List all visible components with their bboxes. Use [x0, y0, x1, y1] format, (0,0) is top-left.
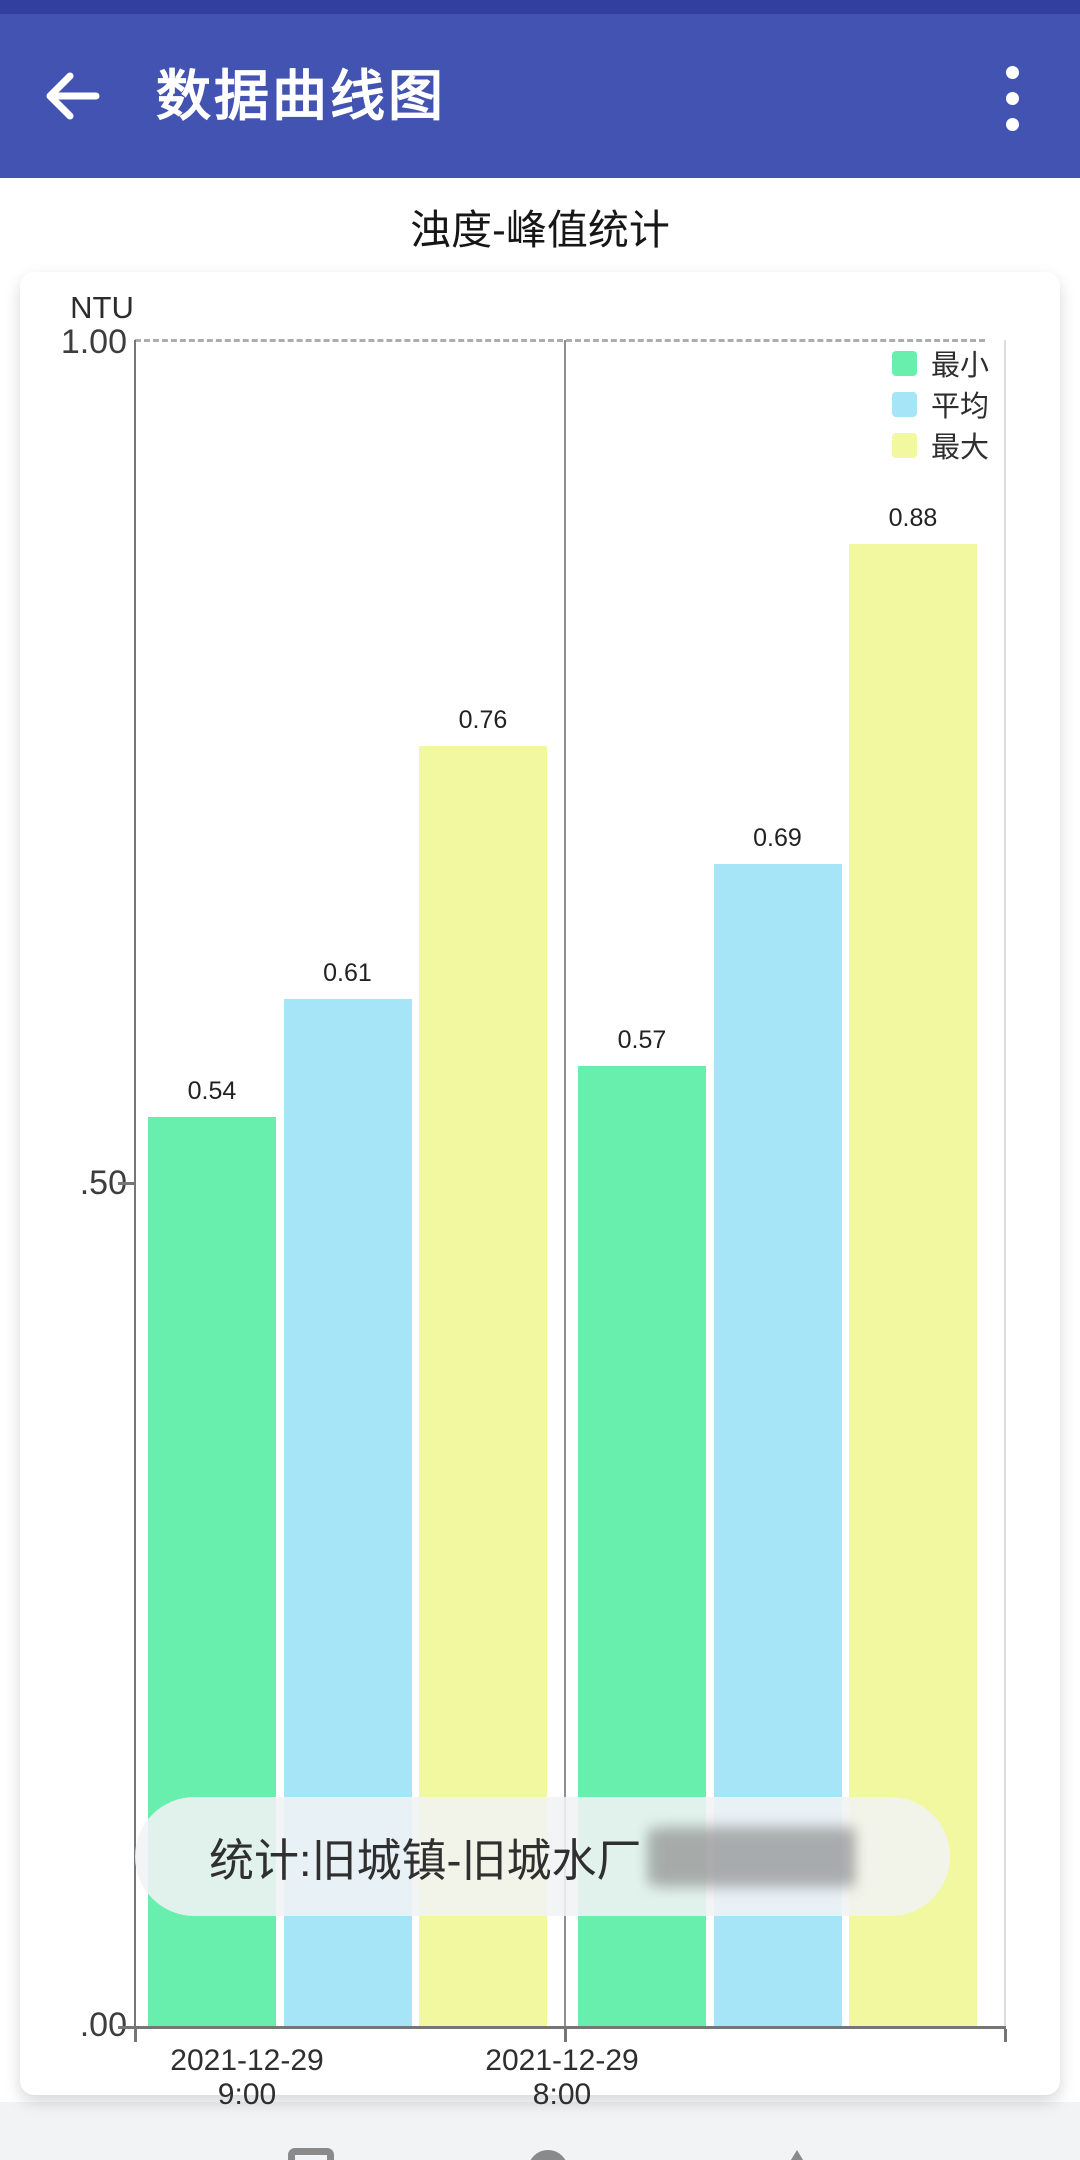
y-tick-label-100: 1.00	[60, 323, 127, 361]
bar-value-label: 0.54	[187, 1077, 237, 1105]
y-axis-tick	[118, 1182, 135, 1185]
chart-legend: 最小 平均 最大	[892, 348, 1042, 464]
bar-value-label: 0.69	[753, 824, 802, 852]
gridline-category-separator	[564, 340, 566, 2026]
legend-label: 平均	[931, 391, 990, 423]
kebab-dot-icon	[1005, 91, 1019, 105]
chart-card: NTU 1.00 .50 .00 0.54 0.57 0.61 0.69 0.76 0.8…	[20, 272, 1060, 2111]
gridline-dashed-top	[135, 339, 985, 342]
chart-tooltip: 统计:旧城镇-旧城水厂	[135, 1797, 950, 1916]
legend-swatch-icon	[892, 350, 917, 376]
page-title: 数据曲线图	[156, 65, 447, 127]
x-axis-tick	[564, 2029, 567, 2042]
back-button[interactable]	[40, 64, 104, 128]
kebab-dot-icon	[1005, 117, 1019, 131]
overflow-menu-button[interactable]	[992, 58, 1032, 138]
x-category-label: 2021-12-29 8:00	[485, 2044, 639, 2111]
y-axis-line	[134, 340, 136, 2028]
bar-最大-1[interactable]	[849, 544, 977, 2026]
y-axis-unit-label: NTU	[70, 290, 134, 325]
bar-value-label: 0.61	[323, 959, 372, 987]
nav-back-button[interactable]	[774, 2150, 820, 2160]
x-axis-line	[134, 2026, 1006, 2029]
legend-item-最小: 最小	[892, 348, 1042, 382]
legend-item-平均: 平均	[892, 389, 1042, 423]
x-category-label: 2021-12-29 9:00	[170, 2044, 324, 2111]
tooltip-text: 统计:旧城镇-旧城水厂	[209, 1835, 642, 1886]
back-arrow-icon	[46, 72, 100, 120]
bar-value-label: 0.76	[458, 706, 508, 734]
y-tick-label-0: .00	[79, 2006, 127, 2044]
legend-item-最大: 最大	[892, 430, 1042, 464]
x-axis-tick	[1004, 2029, 1007, 2042]
bar-value-label: 0.57	[617, 1026, 667, 1054]
chart-subtitle: 浊度-峰值统计	[410, 207, 670, 253]
gridline-right	[1004, 340, 1006, 2026]
tooltip-redacted-text	[649, 1826, 855, 1887]
legend-swatch-icon	[892, 432, 917, 458]
nav-recents-button[interactable]	[288, 2148, 334, 2160]
bar-value-label: 0.88	[888, 504, 938, 532]
y-tick-label-50: .50	[79, 1164, 127, 1202]
legend-swatch-icon	[892, 391, 917, 417]
status-bar	[0, 0, 1080, 14]
kebab-dot-icon	[1005, 65, 1019, 79]
y-axis-tick	[118, 2026, 135, 2029]
legend-label: 最大	[931, 432, 990, 464]
app-bar: 数据曲线图	[0, 14, 1080, 178]
legend-label: 最小	[931, 350, 990, 382]
x-axis-tick	[134, 2029, 137, 2042]
